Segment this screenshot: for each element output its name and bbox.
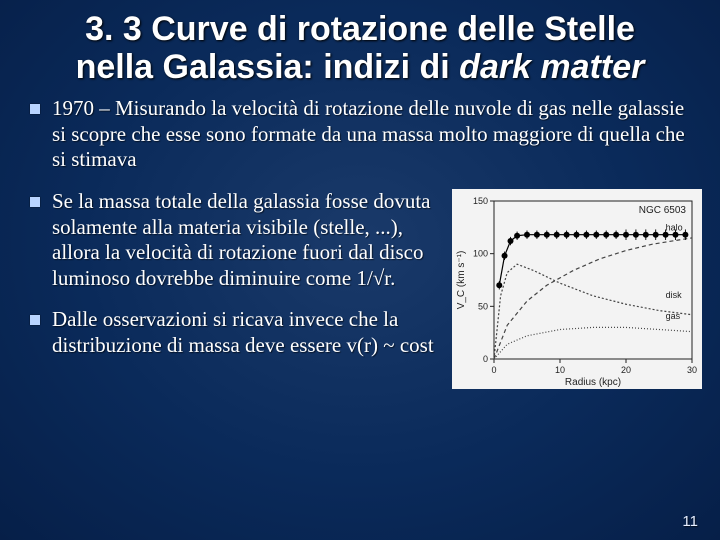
bullet-item: Se la massa totale della galassia fosse …: [18, 189, 442, 291]
svg-text:50: 50: [478, 301, 488, 311]
bullet-text: 1970 – Misurando la velocità di rotazion…: [52, 96, 685, 171]
title-line2: nella Galassia: indizi di: [76, 48, 460, 86]
svg-text:20: 20: [621, 365, 631, 375]
bullet-list-2: Se la massa totale della galassia fosse …: [18, 189, 442, 359]
bullet-list: 1970 – Misurando la velocità di rotazion…: [18, 96, 702, 173]
slide: 3. 3 Curve di rotazione delle Stelle nel…: [0, 0, 720, 540]
bullet-text: Se la massa totale della galassia fosse …: [52, 189, 430, 290]
page-number: 11: [682, 513, 698, 530]
svg-text:NGC 6503: NGC 6503: [639, 205, 687, 216]
title-line1: 3. 3 Curve di rotazione delle Stelle: [85, 10, 635, 48]
svg-text:10: 10: [555, 365, 565, 375]
rotation-curve-chart: 0 10 20 30 0 50 100 150 Radius (kpc) V_C (km s⁻¹)…: [452, 189, 702, 389]
svg-text:Radius (kpc): Radius (kpc): [565, 377, 621, 388]
svg-text:halo: halo: [666, 222, 683, 232]
text-column: Se la massa totale della galassia fosse …: [18, 189, 442, 375]
figure-column: 0 10 20 30 0 50 100 150 Radius (kpc) V_C (km s⁻¹)…: [452, 189, 702, 389]
svg-text:disk: disk: [666, 290, 683, 300]
svg-text:100: 100: [473, 249, 488, 259]
svg-text:0: 0: [483, 354, 488, 364]
bullet-text: Dalle osservazioni si ricava invece che …: [52, 307, 434, 357]
svg-text:gas: gas: [666, 311, 681, 321]
slide-title: 3. 3 Curve di rotazione delle Stelle nel…: [18, 10, 702, 86]
title-italic: dark matter: [459, 48, 644, 86]
content-row: Se la massa totale della galassia fosse …: [18, 189, 702, 389]
bullet-item: Dalle osservazioni si ricava invece che …: [18, 307, 442, 358]
svg-text:V_C (km s⁻¹): V_C (km s⁻¹): [456, 251, 467, 310]
bullet-item: 1970 – Misurando la velocità di rotazion…: [18, 96, 702, 173]
svg-text:30: 30: [687, 365, 697, 375]
svg-text:0: 0: [491, 365, 496, 375]
chart-svg: 0 10 20 30 0 50 100 150 Radius (kpc) V_C (km s⁻¹)…: [452, 189, 702, 389]
svg-text:150: 150: [473, 196, 488, 206]
